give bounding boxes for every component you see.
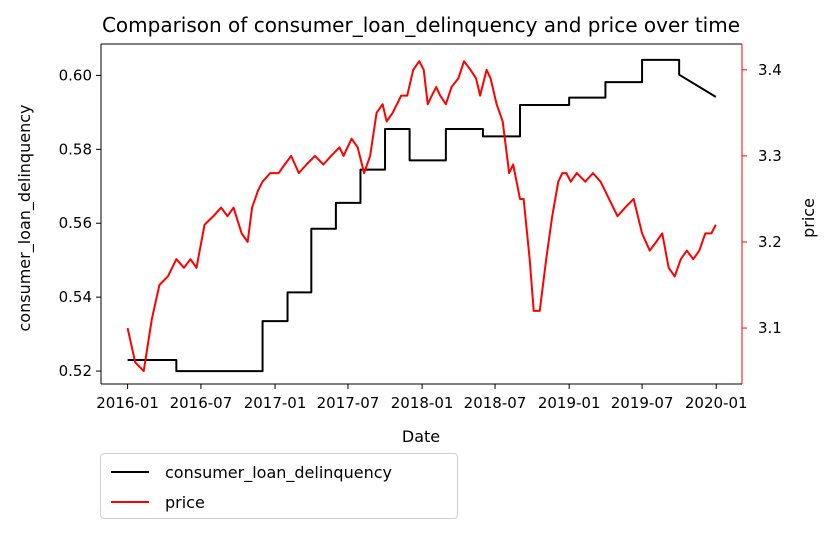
x-tick-label: 2017-01 xyxy=(244,394,307,412)
left-y-axis-ticks: 0.52 0.54 0.56 0.58 0.60 xyxy=(59,66,101,380)
x-axis-label: Date xyxy=(402,427,440,446)
legend: consumer_loan_delinquency price xyxy=(100,453,458,519)
left-y-tick-label: 0.52 xyxy=(59,362,92,380)
x-tick-label: 2016-01 xyxy=(96,394,159,412)
right-y-tick-label: 3.3 xyxy=(758,147,782,165)
left-y-axis-label: consumer_loan_delinquency xyxy=(15,105,35,332)
legend-swatch-consumer-loan-delinquency xyxy=(111,471,149,473)
x-tick-label: 2018-07 xyxy=(464,394,527,412)
x-tick-label: 2019-07 xyxy=(611,394,674,412)
axes-frame xyxy=(100,43,743,385)
legend-item-price: price xyxy=(111,491,205,513)
right-y-axis-label: price xyxy=(799,198,818,238)
right-y-axis-ticks: 3.1 3.2 3.3 3.4 xyxy=(742,61,782,337)
x-tick-label: 2016-07 xyxy=(170,394,233,412)
chart-title: Comparison of consumer_loan_delinquency … xyxy=(102,13,740,37)
legend-label-consumer-loan-delinquency: consumer_loan_delinquency xyxy=(165,462,392,482)
left-y-tick-label: 0.60 xyxy=(59,66,92,84)
series-line-price xyxy=(126,60,717,373)
series-line-consumer-loan-delinquency xyxy=(127,58,717,373)
x-tick-label: 2018-01 xyxy=(391,394,454,412)
x-axis-ticks: 2016-01 2016-07 2017-01 2017-07 2018-01 2018-… xyxy=(96,384,748,412)
left-y-tick-label: 0.54 xyxy=(59,288,92,306)
legend-item-consumer-loan-delinquency: consumer_loan_delinquency xyxy=(111,461,392,483)
x-tick-label: 2019-01 xyxy=(538,394,601,412)
legend-label-price: price xyxy=(165,492,205,512)
left-y-tick-label: 0.56 xyxy=(59,214,92,232)
right-y-tick-label: 3.4 xyxy=(758,61,782,79)
plot-area xyxy=(126,58,717,373)
right-y-tick-label: 3.2 xyxy=(758,233,782,251)
right-y-tick-label: 3.1 xyxy=(758,319,782,337)
left-y-tick-label: 0.58 xyxy=(59,140,92,158)
x-tick-label: 2017-07 xyxy=(317,394,380,412)
x-tick-label: 2020-01 xyxy=(685,394,748,412)
legend-swatch-price xyxy=(111,501,149,503)
